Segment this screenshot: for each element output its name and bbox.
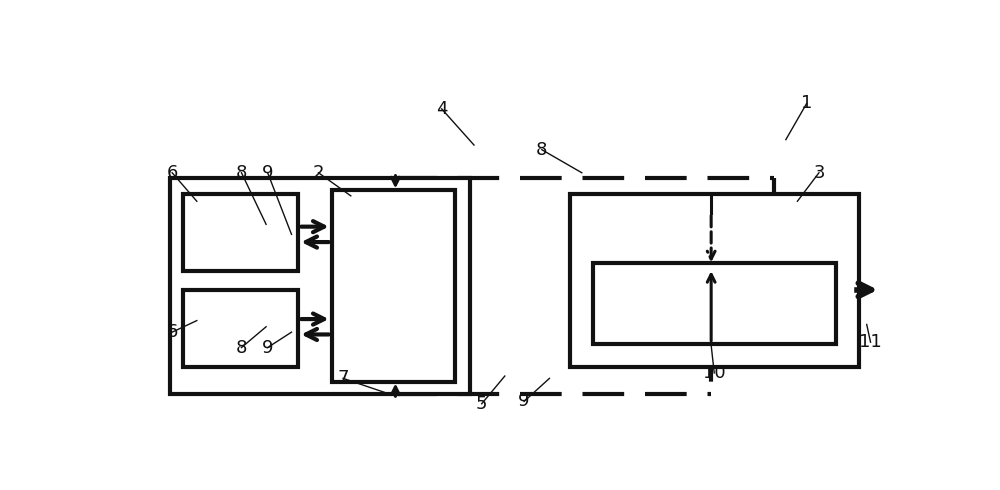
Bar [593,263,836,343]
Text: 9: 9 [262,339,273,357]
Text: 3: 3 [813,164,825,182]
Bar [183,290,298,367]
Text: 8: 8 [536,141,547,159]
Text: 4: 4 [436,100,447,118]
Text: 7: 7 [337,369,349,388]
Text: 9: 9 [518,392,530,411]
Text: 10: 10 [703,364,726,382]
Text: 8: 8 [236,164,247,182]
Text: 6: 6 [166,323,178,341]
Text: 5: 5 [476,395,487,413]
Bar [570,194,859,367]
Bar [183,194,298,270]
Text: 1: 1 [801,95,812,113]
Text: 9: 9 [262,164,273,182]
Text: 6: 6 [166,164,178,182]
Bar [332,190,455,382]
Text: 11: 11 [859,333,882,351]
Text: 2: 2 [313,164,324,182]
Bar [170,178,470,394]
Text: 8: 8 [236,339,247,357]
